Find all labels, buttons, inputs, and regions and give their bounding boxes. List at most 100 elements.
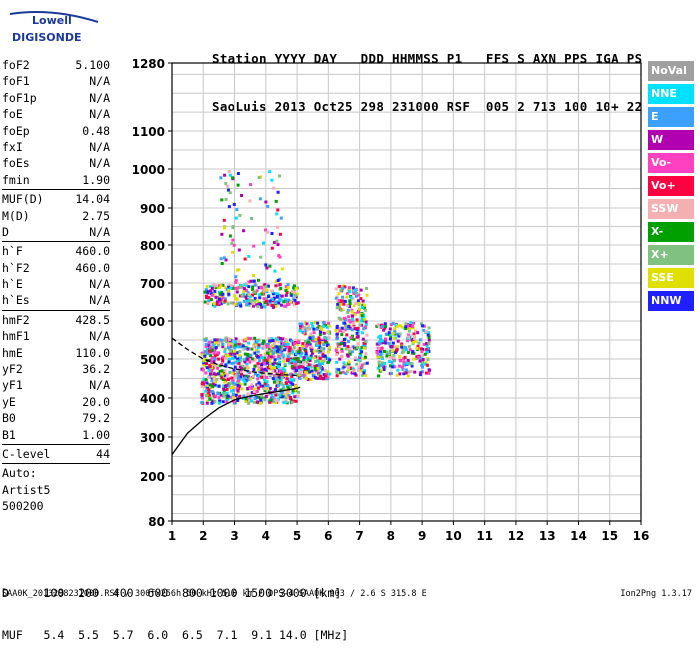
echo-point bbox=[300, 322, 304, 326]
echo-point bbox=[204, 389, 208, 393]
echo-point bbox=[337, 326, 341, 330]
echo-point bbox=[363, 317, 367, 321]
echo-point bbox=[277, 376, 281, 380]
echo-point bbox=[286, 358, 290, 362]
echo-point bbox=[251, 288, 255, 292]
echo-point bbox=[205, 381, 209, 385]
echo-point bbox=[314, 338, 318, 341]
echo-point bbox=[396, 332, 399, 336]
echo-point bbox=[247, 280, 251, 284]
echo-point bbox=[241, 347, 245, 351]
echo-point bbox=[204, 378, 208, 382]
param-name: h`F2 bbox=[2, 260, 30, 275]
echo-point bbox=[260, 363, 264, 367]
echo-point bbox=[420, 360, 424, 364]
echo-point bbox=[303, 345, 307, 349]
echo-point bbox=[243, 352, 247, 356]
logo-line2: DIGISONDE bbox=[12, 31, 81, 44]
echo-point bbox=[344, 372, 348, 375]
echo-point bbox=[385, 350, 389, 354]
echo-point bbox=[341, 295, 344, 299]
echo-point bbox=[424, 371, 428, 375]
echo-point bbox=[227, 288, 231, 292]
ionogram-chart: 1 2 3 4 5 6 7 8 9 10 11 12 13 14 15 1680200300400500600… bbox=[132, 57, 650, 543]
echo-point bbox=[335, 374, 339, 378]
echo-point bbox=[279, 298, 283, 302]
echo-point bbox=[383, 322, 387, 326]
echo-point bbox=[342, 316, 346, 320]
echo-point bbox=[356, 342, 360, 346]
echo-point bbox=[389, 356, 393, 359]
echo-point bbox=[280, 344, 284, 348]
echo-point bbox=[255, 303, 259, 307]
echo-point bbox=[252, 274, 255, 277]
echo-point bbox=[360, 323, 364, 327]
echo-point bbox=[276, 225, 279, 229]
echo-point bbox=[240, 372, 243, 376]
echo-point bbox=[235, 351, 239, 355]
echo-point bbox=[359, 348, 362, 352]
param-row: foF1 N/A bbox=[2, 73, 110, 89]
echo-point bbox=[232, 399, 236, 403]
echo-point bbox=[275, 366, 278, 370]
param-name: foF2 bbox=[2, 58, 30, 72]
echo-point bbox=[293, 388, 297, 392]
param-row: foF1p N/A bbox=[2, 90, 110, 106]
echo-point bbox=[240, 367, 243, 371]
echo-point bbox=[234, 337, 238, 341]
y-tick-label: 1280 bbox=[132, 57, 165, 71]
param-name: h`Es bbox=[2, 293, 30, 308]
param-name: h`F bbox=[2, 244, 23, 259]
echo-point bbox=[280, 391, 284, 395]
echo-point bbox=[230, 241, 234, 245]
echo-point bbox=[235, 370, 239, 374]
echo-point bbox=[389, 333, 393, 337]
echo-point bbox=[393, 345, 397, 349]
echo-point bbox=[360, 346, 364, 350]
echo-point bbox=[339, 303, 342, 306]
echo-point bbox=[216, 357, 220, 361]
echo-point bbox=[356, 358, 360, 362]
echo-point bbox=[201, 368, 205, 372]
echo-point bbox=[232, 384, 235, 388]
echo-point bbox=[216, 372, 220, 376]
echo-point bbox=[277, 254, 281, 258]
echo-point bbox=[398, 324, 402, 328]
echo-point bbox=[283, 392, 287, 396]
echo-point bbox=[317, 350, 321, 354]
x-tick-label: 13 bbox=[539, 529, 556, 543]
echo-point bbox=[378, 347, 381, 351]
echo-point bbox=[403, 355, 407, 359]
echo-point bbox=[299, 354, 303, 358]
echo-point bbox=[213, 383, 217, 387]
echo-point bbox=[387, 352, 391, 356]
echo-point bbox=[271, 344, 275, 348]
echo-point bbox=[252, 345, 256, 349]
echo-point bbox=[322, 324, 325, 328]
y-tick-label: 600 bbox=[140, 315, 165, 329]
echo-point bbox=[238, 394, 242, 398]
echo-point bbox=[236, 389, 240, 393]
echo-point bbox=[314, 360, 318, 363]
echo-point bbox=[259, 285, 263, 289]
echo-point bbox=[411, 350, 415, 353]
echo-point bbox=[267, 351, 271, 355]
echo-point bbox=[259, 175, 263, 179]
echo-point bbox=[344, 326, 348, 330]
param-value: 79.2 bbox=[82, 411, 110, 426]
echo-point bbox=[342, 361, 346, 365]
echo-point bbox=[265, 366, 269, 370]
echo-point bbox=[352, 322, 356, 326]
echo-point bbox=[222, 373, 225, 376]
echo-point bbox=[390, 360, 394, 364]
echo-point bbox=[278, 363, 281, 366]
echo-point bbox=[215, 297, 219, 301]
echo-point bbox=[214, 295, 218, 299]
echo-point bbox=[314, 367, 318, 371]
echo-point bbox=[279, 303, 283, 307]
echo-point bbox=[335, 353, 339, 357]
echo-point bbox=[351, 367, 355, 371]
echo-point bbox=[306, 328, 310, 332]
param-name: foEp bbox=[2, 123, 30, 138]
echo-point bbox=[235, 208, 239, 212]
